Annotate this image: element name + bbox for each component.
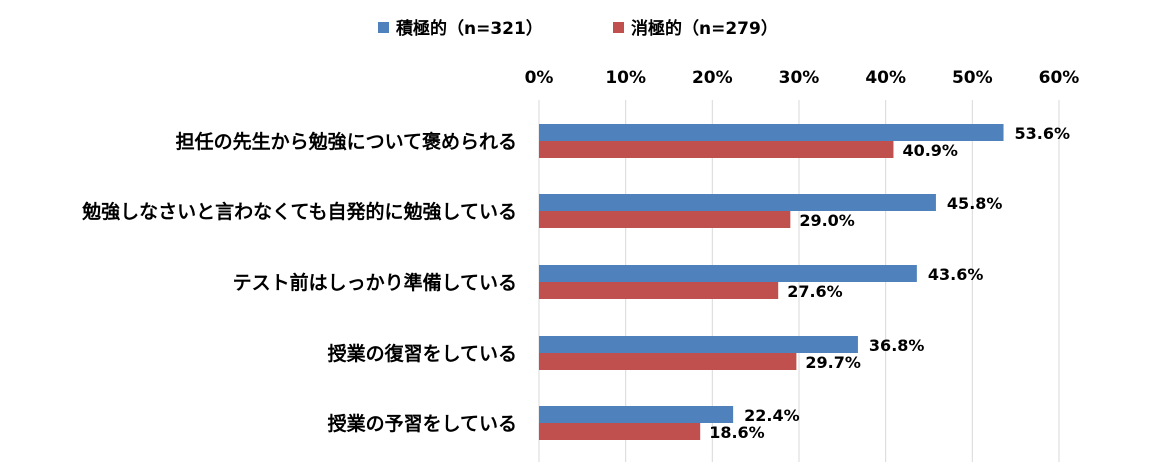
- data-label: 27.6%: [787, 282, 843, 301]
- bar-positive: [539, 265, 917, 282]
- data-labels: 53.6% 45.8% 43.6% 36.8% 22.4% 40.9% 29.0% 27.6%…: [709, 124, 1070, 442]
- x-tick-label: 10%: [605, 68, 646, 88]
- bar-positive: [539, 124, 1004, 141]
- bar-positive: [539, 336, 858, 353]
- data-label: 29.7%: [805, 353, 861, 372]
- bar-negative: [539, 282, 779, 299]
- data-label: 22.4%: [744, 406, 800, 425]
- x-tick-label: 50%: [952, 68, 993, 88]
- bars: [539, 124, 1004, 440]
- data-label: 40.9%: [902, 141, 958, 160]
- bar-negative: [539, 353, 797, 370]
- x-tick-label: 60%: [1039, 68, 1080, 88]
- legend-label: 積極的（n=321）: [396, 18, 543, 39]
- bar-negative: [539, 423, 701, 440]
- bar-positive: [539, 194, 936, 211]
- x-tick-label: 30%: [779, 68, 820, 88]
- bar-negative: [539, 211, 791, 228]
- x-tick-label: 40%: [865, 68, 906, 88]
- data-label: 53.6%: [1015, 124, 1071, 143]
- category-label: 授業の予習をしている: [328, 412, 517, 435]
- category-labels: 担任の先生から勉強について褒められる勉強しなさいと言わなくても自発的に勉強してい…: [81, 130, 517, 435]
- legend-label: 消極的（n=279）: [631, 18, 778, 39]
- bar-positive: [539, 406, 734, 423]
- x-tick-label: 0%: [525, 68, 554, 88]
- legend-swatch: [378, 22, 389, 33]
- data-label: 43.6%: [928, 265, 984, 284]
- category-label: テスト前はしっかり準備している: [233, 271, 517, 294]
- data-label: 36.8%: [869, 336, 925, 355]
- category-label: 勉強しなさいと言わなくても自発的に勉強している: [81, 200, 517, 223]
- legend-swatch: [613, 22, 624, 33]
- data-label: 18.6%: [709, 423, 765, 442]
- data-label: 29.0%: [799, 211, 855, 230]
- x-axis-ticks: 0% 10% 20% 30% 40% 50% 60%: [525, 68, 1080, 88]
- bar-negative: [539, 141, 894, 158]
- category-label: 担任の先生から勉強について褒められる: [176, 130, 517, 153]
- x-tick-label: 20%: [692, 68, 733, 88]
- category-label: 授業の復習をしている: [328, 342, 517, 365]
- legend: 積極的（n=321） 消極的（n=279）: [378, 18, 778, 39]
- data-label: 45.8%: [947, 194, 1003, 213]
